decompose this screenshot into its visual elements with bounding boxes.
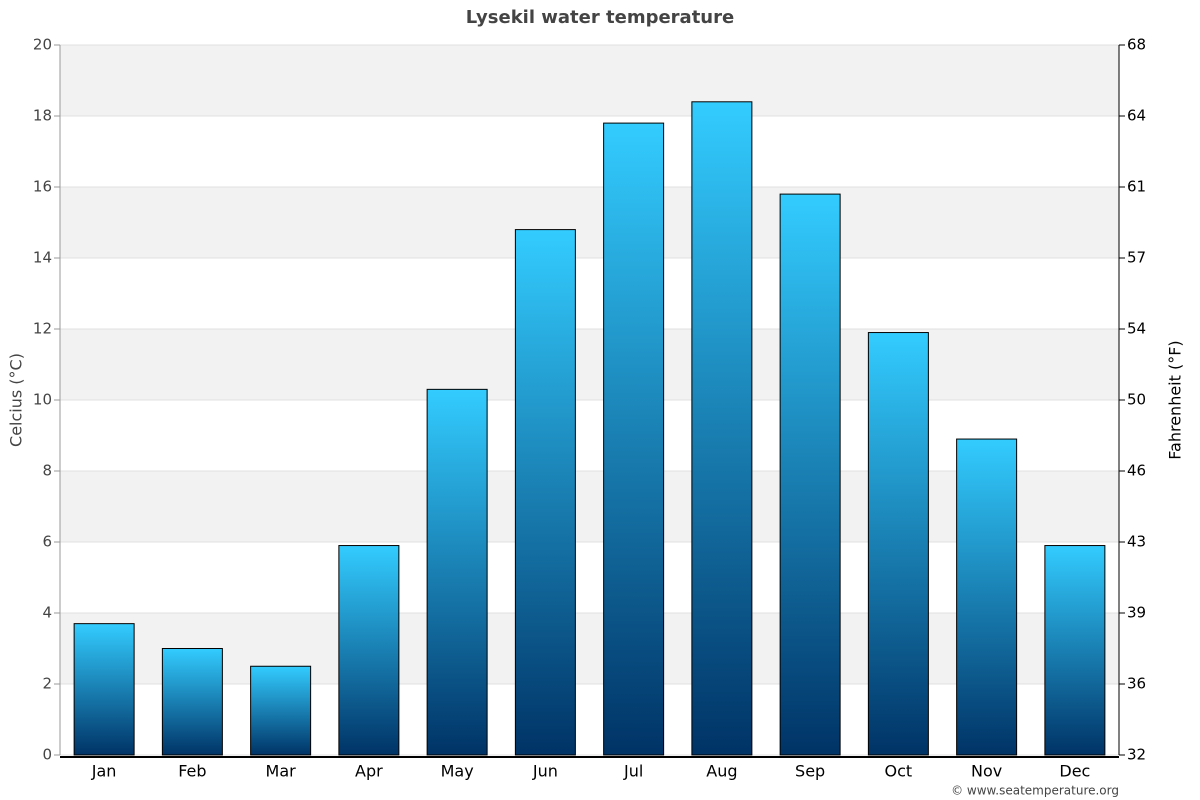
bar: [603, 122, 665, 756]
y2-tick-label: 54: [1127, 320, 1146, 338]
x-tick-label: Sep: [795, 762, 825, 781]
y-tick-label: 4: [42, 604, 52, 622]
x-tick-label: Mar: [266, 762, 297, 781]
y2-tick-label: 61: [1127, 178, 1146, 196]
bar: [867, 332, 929, 756]
y2-tick-label: 39: [1127, 604, 1146, 622]
y2-tick-label: 32: [1127, 746, 1146, 764]
x-tick-label: Jan: [91, 762, 117, 781]
x-tick-label: Jul: [623, 762, 643, 781]
grid-band: [60, 613, 1119, 684]
bar: [779, 193, 841, 756]
y-tick-label: 8: [42, 462, 52, 480]
y-tick-label: 0: [42, 746, 52, 764]
x-tick-label: May: [441, 762, 474, 781]
grid-band: [60, 329, 1119, 400]
y-tick-label: 18: [33, 107, 52, 125]
grid-band: [60, 45, 1119, 116]
bar: [250, 665, 312, 756]
y2-tick-label: 36: [1127, 675, 1146, 693]
grid-band: [60, 471, 1119, 542]
y-tick-label: 14: [33, 249, 52, 267]
credit: © www.seatemperature.org: [951, 784, 1119, 798]
bar: [338, 545, 400, 756]
x-tick-label: Jun: [532, 762, 558, 781]
y-axis-label: Celcius (°C): [7, 353, 26, 447]
grid-band: [60, 187, 1119, 258]
y-tick-label: 10: [33, 391, 52, 409]
y-tick-label: 16: [33, 178, 52, 196]
y-tick-label: 20: [33, 36, 52, 54]
y2-tick-label: 46: [1127, 462, 1146, 480]
bar: [161, 648, 223, 756]
x-tick-label: Apr: [355, 762, 383, 781]
bar: [956, 438, 1018, 756]
x-tick-label: Nov: [971, 762, 1002, 781]
y2-tick-label: 68: [1127, 36, 1146, 54]
y2-tick-label: 57: [1127, 249, 1146, 267]
y2-tick-label: 64: [1127, 107, 1146, 125]
bar: [73, 623, 135, 756]
chart-title: Lysekil water temperature: [466, 7, 734, 28]
bar: [691, 101, 753, 756]
y-tick-label: 12: [33, 320, 52, 338]
y2-axis-label: Fahrenheit (°F): [1166, 340, 1185, 459]
bar: [514, 229, 576, 756]
x-tick-label: Oct: [885, 762, 913, 781]
y-tick-label: 6: [42, 533, 52, 551]
y2-tick-label: 43: [1127, 533, 1146, 551]
y-tick-label: 2: [42, 675, 52, 693]
bar: [426, 388, 488, 756]
x-tick-label: Dec: [1059, 762, 1090, 781]
x-tick-label: Aug: [706, 762, 737, 781]
x-tick-label: Feb: [178, 762, 206, 781]
bar: [1044, 545, 1106, 756]
y2-tick-label: 50: [1127, 391, 1146, 409]
